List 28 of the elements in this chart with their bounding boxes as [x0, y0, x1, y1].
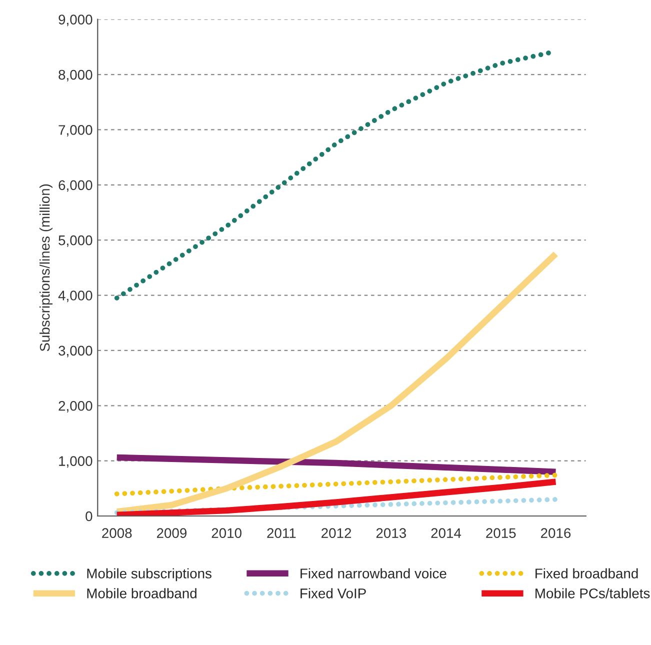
x-tick-label: 2011	[267, 528, 296, 538]
y-tick-label: 3,000	[58, 346, 92, 358]
legend-label: Mobile PCs/tablets	[536, 588, 650, 598]
x-tick-label: 2008	[102, 528, 132, 538]
x-tick-label: 2016	[540, 528, 571, 538]
x-tick-label: 2015	[486, 528, 516, 538]
legend-label: Fixed broadband	[536, 568, 638, 578]
x-tick-label: 2013	[376, 528, 406, 538]
legend-label: Mobile subscriptions	[87, 568, 212, 582]
line-series	[114, 497, 558, 516]
legend-label: Mobile broadband	[87, 588, 196, 598]
y-tick-label: 1,000	[59, 456, 92, 468]
x-tick-label: 2009	[156, 528, 186, 538]
y-tick-label: 6,000	[58, 180, 92, 192]
line-series	[114, 472, 558, 496]
y-tick-label: 0	[86, 511, 92, 522]
y-axis-title: Subscriptions/lines (million)	[40, 184, 52, 352]
y-tick-label: 9,000	[58, 14, 92, 26]
x-tick-label: 2014	[431, 528, 462, 538]
y-tick-label: 4,000	[58, 290, 92, 302]
y-tick-label: 5,000	[58, 235, 92, 247]
legend-label: Fixed VoIP	[300, 588, 366, 598]
y-tick-label: 7,000	[58, 125, 92, 137]
y-tick-label: 2,000	[58, 400, 92, 412]
y-tick-label: 8,000	[58, 70, 92, 82]
x-tick-label: 2010	[212, 528, 242, 538]
x-tick-label: 2012	[322, 528, 352, 538]
legend-label: Fixed narrowband voice	[300, 568, 446, 578]
